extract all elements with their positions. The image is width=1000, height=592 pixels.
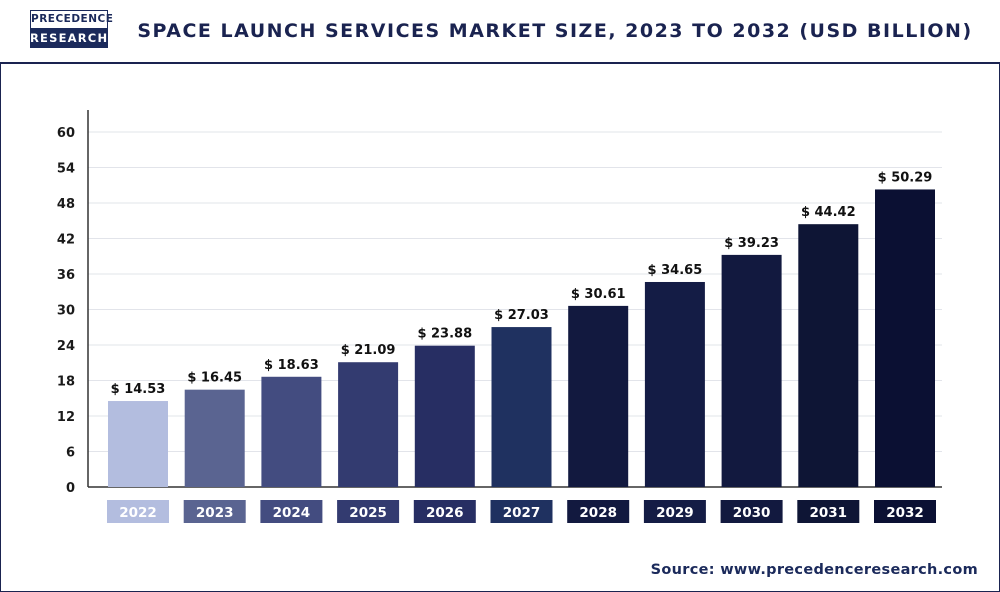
source-text: Source: www.precedenceresearch.com [650, 562, 978, 578]
y-tick-label: 54 [57, 162, 75, 177]
value-label-2025: $ 21.09 [341, 343, 396, 358]
category-box-2032 [874, 500, 936, 523]
category-label-2024: 2024 [273, 505, 311, 521]
bar-2032 [875, 189, 935, 487]
category-label-2028: 2028 [579, 505, 617, 521]
bar-2030 [721, 254, 782, 487]
bar-2026 [414, 345, 475, 487]
category-box-2023 [183, 500, 246, 523]
y-tick-label: 6 [66, 446, 75, 461]
y-tick-label: 18 [57, 375, 75, 390]
category-label-2026: 2026 [426, 505, 464, 521]
y-tick-label: 42 [57, 233, 75, 248]
category-box-2030 [720, 500, 783, 523]
category-label-2025: 2025 [349, 505, 387, 521]
bar-2027 [491, 327, 552, 487]
bar-2025 [338, 362, 399, 487]
category-label-2023: 2023 [196, 505, 234, 521]
y-tick-label: 0 [66, 481, 75, 496]
precedence-research-logo: PRECEDENCE RESEARCH [30, 10, 113, 50]
y-tick-label: 36 [57, 268, 75, 283]
header: PRECEDENCE RESEARCH SPACE LAUNCH SERVICE… [0, 0, 1000, 64]
category-label-2032: 2032 [886, 505, 924, 521]
category-label-2031: 2031 [810, 505, 848, 521]
y-tick-label: 24 [57, 339, 75, 354]
logo-bottom-text: RESEARCH [30, 29, 108, 48]
value-label-2032: $ 50.29 [878, 170, 933, 185]
value-label-2027: $ 27.03 [494, 308, 549, 323]
bar-2031 [798, 224, 859, 487]
category-box-2027 [490, 500, 553, 523]
value-labels: $ 14.53 $ 16.45 $ 18.63 $ 21.09 $ 23.88 $ 27.… [111, 170, 933, 397]
y-tick-label: 60 [57, 126, 75, 141]
logo-top-text: PRECEDENCE [30, 10, 113, 29]
value-label-2024: $ 18.63 [264, 358, 319, 373]
value-label-2022: $ 14.53 [111, 382, 166, 397]
bar-2022 [108, 401, 168, 487]
y-tick-label: 48 [57, 197, 75, 212]
category-box-2026 [413, 500, 476, 523]
category-label-2030: 2030 [733, 505, 771, 521]
bar-2028 [568, 305, 629, 487]
value-label-2031: $ 44.42 [801, 205, 856, 220]
chart-title: SPACE LAUNCH SERVICES MARKET SIZE, 2023 … [137, 20, 973, 42]
y-tick-label: 30 [57, 304, 75, 319]
category-label-2027: 2027 [503, 505, 541, 521]
category-box-2028 [567, 500, 630, 523]
bars [108, 189, 935, 487]
category-box-2024 [260, 500, 323, 523]
category-box-2025 [337, 500, 400, 523]
category-label-2022: 2022 [119, 505, 157, 521]
bar-2023 [184, 389, 245, 487]
value-label-2028: $ 30.61 [571, 287, 626, 302]
category-labels: 2022 2023 2024 2025 2026 2027 2028 2029 2030 2031… [107, 500, 936, 523]
category-label-2029: 2029 [656, 505, 694, 521]
value-label-2023: $ 16.45 [187, 371, 242, 386]
value-label-2029: $ 34.65 [648, 263, 703, 278]
value-label-2030: $ 39.23 [724, 236, 779, 251]
category-box-2022 [107, 500, 169, 523]
category-box-2031 [797, 500, 860, 523]
category-box-2029 [643, 500, 706, 523]
y-tick-label: 12 [57, 410, 75, 425]
bar-2024 [261, 376, 322, 487]
bar-2029 [644, 281, 705, 487]
value-label-2026: $ 23.88 [417, 327, 472, 342]
